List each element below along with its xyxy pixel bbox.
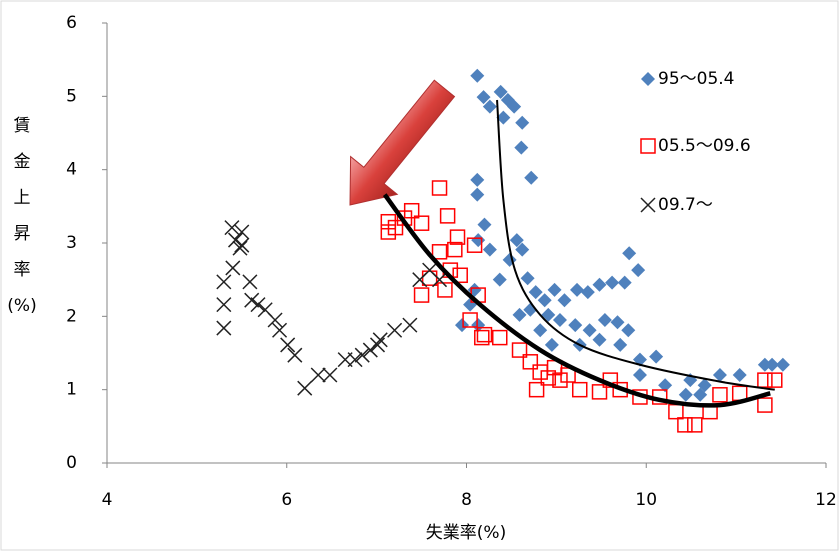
point <box>471 233 485 247</box>
legend-label: 95〜05.4 <box>658 69 734 89</box>
point <box>765 358 779 372</box>
point <box>533 365 547 379</box>
x-tick-label: 4 <box>102 490 113 510</box>
point <box>388 323 402 337</box>
point <box>515 116 529 130</box>
point <box>581 285 595 299</box>
legend-marker <box>641 72 655 86</box>
point <box>323 368 337 382</box>
point <box>610 315 624 329</box>
point <box>649 350 663 364</box>
point <box>570 283 584 297</box>
point <box>403 318 417 332</box>
point <box>758 398 772 412</box>
point <box>217 275 231 289</box>
point <box>768 373 782 387</box>
point <box>483 243 497 257</box>
point <box>470 188 484 202</box>
point <box>493 273 507 287</box>
y-tick-label: 3 <box>66 233 77 253</box>
trend-curve <box>385 195 771 406</box>
point <box>524 171 538 185</box>
point <box>557 293 571 307</box>
point <box>441 209 455 223</box>
y-axis-label: 賃金上昇率(%) <box>7 108 37 324</box>
point <box>514 141 528 155</box>
point <box>217 298 231 312</box>
point <box>217 321 231 335</box>
point <box>433 245 447 259</box>
point <box>243 275 257 289</box>
point <box>583 323 597 337</box>
point <box>593 278 607 292</box>
point <box>631 263 645 277</box>
point <box>633 368 647 382</box>
y-tick-label: 6 <box>66 13 77 33</box>
x-tick-label: 12 <box>815 490 837 510</box>
point <box>423 271 437 285</box>
point <box>669 405 683 419</box>
x-tick-label: 6 <box>281 490 292 510</box>
point <box>605 276 619 290</box>
point <box>538 293 552 307</box>
point <box>503 253 517 267</box>
point <box>423 263 437 277</box>
point <box>533 323 547 337</box>
point <box>529 285 543 299</box>
point <box>373 333 387 347</box>
point <box>470 69 484 83</box>
point <box>573 383 587 397</box>
point <box>679 388 693 402</box>
point <box>613 338 627 352</box>
y-tick-label: 1 <box>66 380 77 400</box>
point <box>621 323 635 337</box>
point <box>226 261 240 275</box>
legend-label: 05.5〜09.6 <box>658 136 751 156</box>
point <box>568 318 582 332</box>
y-tick-label: 5 <box>66 86 77 106</box>
point <box>548 283 562 297</box>
point <box>288 348 302 362</box>
y-tick-label: 2 <box>66 306 77 326</box>
point <box>545 338 559 352</box>
x-axis-label: 失業率(%) <box>426 523 506 543</box>
point <box>688 418 702 432</box>
point <box>521 271 535 285</box>
x-tick-label: 10 <box>635 490 657 510</box>
point <box>355 348 369 362</box>
point <box>477 218 491 232</box>
point <box>493 331 507 345</box>
x-tick-label: 8 <box>461 490 472 510</box>
point <box>598 313 612 327</box>
point <box>455 318 469 332</box>
point <box>298 381 312 395</box>
legend-marker <box>641 139 655 153</box>
point <box>622 246 636 260</box>
point <box>433 181 447 195</box>
point <box>593 333 607 347</box>
point <box>733 368 747 382</box>
point <box>229 233 243 247</box>
point <box>470 173 484 187</box>
y-tick-label: 4 <box>66 160 77 180</box>
chart: 失業率(%) 0123456468101295〜05.405.5〜09.609.… <box>0 0 840 552</box>
y-tick-label: 0 <box>66 453 77 473</box>
point <box>733 386 747 400</box>
point <box>251 298 265 312</box>
point <box>758 373 772 387</box>
point <box>311 368 325 382</box>
arrow <box>327 70 468 224</box>
point <box>371 338 385 352</box>
legend-marker <box>641 198 655 212</box>
chart-page: 失業率(%) 0123456468101295〜05.405.5〜09.609.… <box>0 0 840 552</box>
point <box>618 276 632 290</box>
legend-label: 09.7〜 <box>658 195 713 215</box>
point <box>553 313 567 327</box>
point <box>713 388 727 402</box>
point <box>678 418 692 432</box>
point <box>415 288 429 302</box>
point <box>281 338 295 352</box>
point <box>348 353 362 367</box>
